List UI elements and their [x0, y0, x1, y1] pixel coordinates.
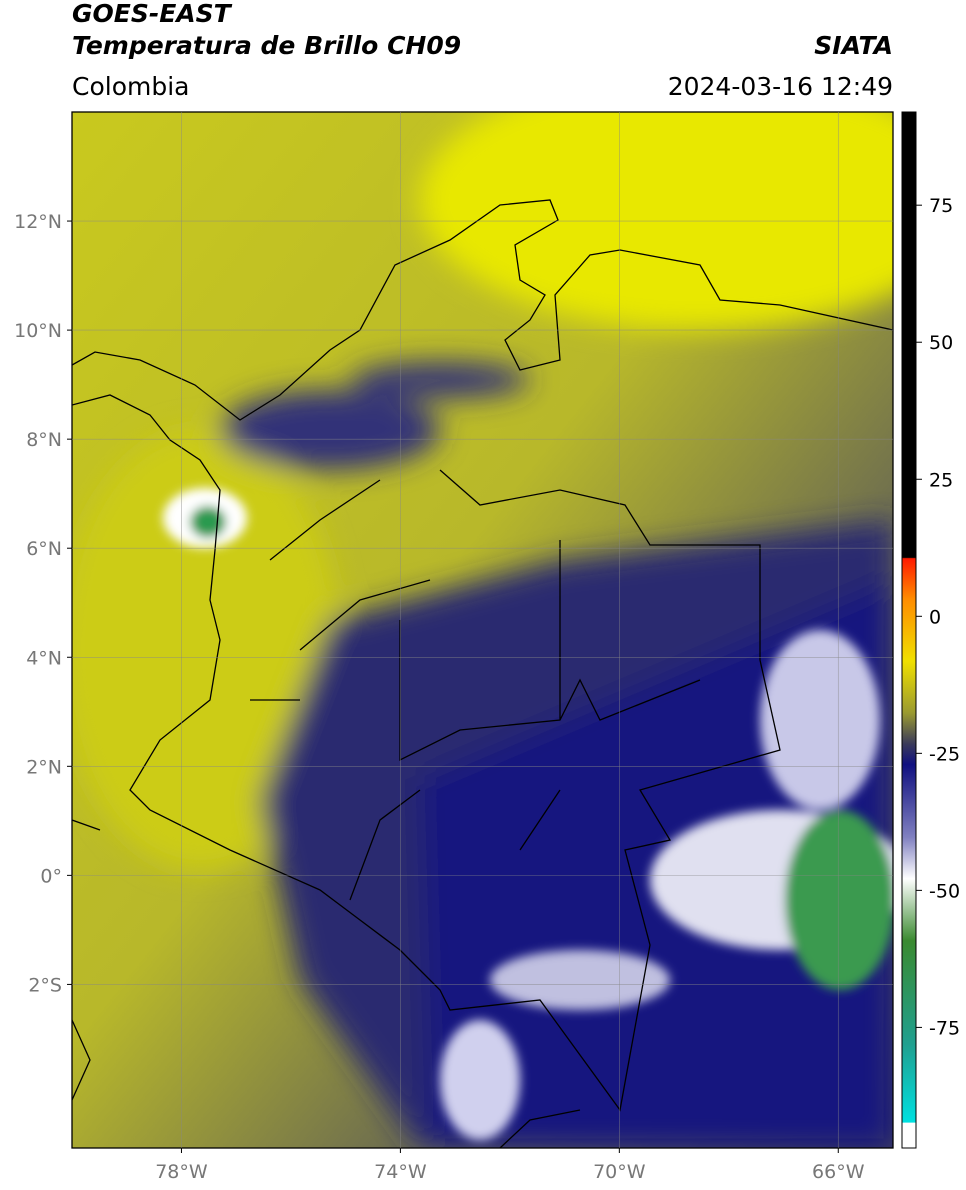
- x-tick-label: 70°W: [593, 1161, 646, 1183]
- agency: SIATA: [814, 31, 893, 60]
- colorbar-tick-label: 25: [929, 469, 953, 491]
- region: Colombia: [72, 72, 189, 101]
- satellite-image: [72, 112, 893, 1148]
- colorbar-tick-label: -25: [929, 743, 960, 765]
- source-title: GOES-EAST: [72, 0, 233, 28]
- x-tick-label: 78°W: [155, 1161, 208, 1183]
- x-tick-label: 74°W: [374, 1161, 427, 1183]
- y-tick-label: 0°: [40, 865, 62, 887]
- y-tick-label: 10°N: [14, 320, 62, 342]
- product-title: Temperatura de Brillo CH09: [72, 31, 461, 60]
- colorbar-tick-label: 75: [929, 195, 953, 217]
- colorbar-tick-label: -50: [929, 880, 960, 902]
- x-tick-label: 66°W: [812, 1161, 865, 1183]
- y-tick-label: 2°S: [28, 974, 62, 996]
- y-tick-label: 8°N: [26, 429, 62, 451]
- y-tick-label: 12°N: [14, 211, 62, 233]
- colorbar: [901, 111, 917, 1149]
- colorbar-tick-label: 0: [929, 606, 941, 628]
- y-tick-label: 4°N: [26, 647, 62, 669]
- datetime: 2024-03-16 12:49: [668, 72, 893, 101]
- colorbar-tick-label: -75: [929, 1017, 960, 1039]
- y-tick-label: 6°N: [26, 538, 62, 560]
- map-frame: [71, 111, 894, 1149]
- colorbar-tick-label: 50: [929, 332, 953, 354]
- y-tick-label: 2°N: [26, 756, 62, 778]
